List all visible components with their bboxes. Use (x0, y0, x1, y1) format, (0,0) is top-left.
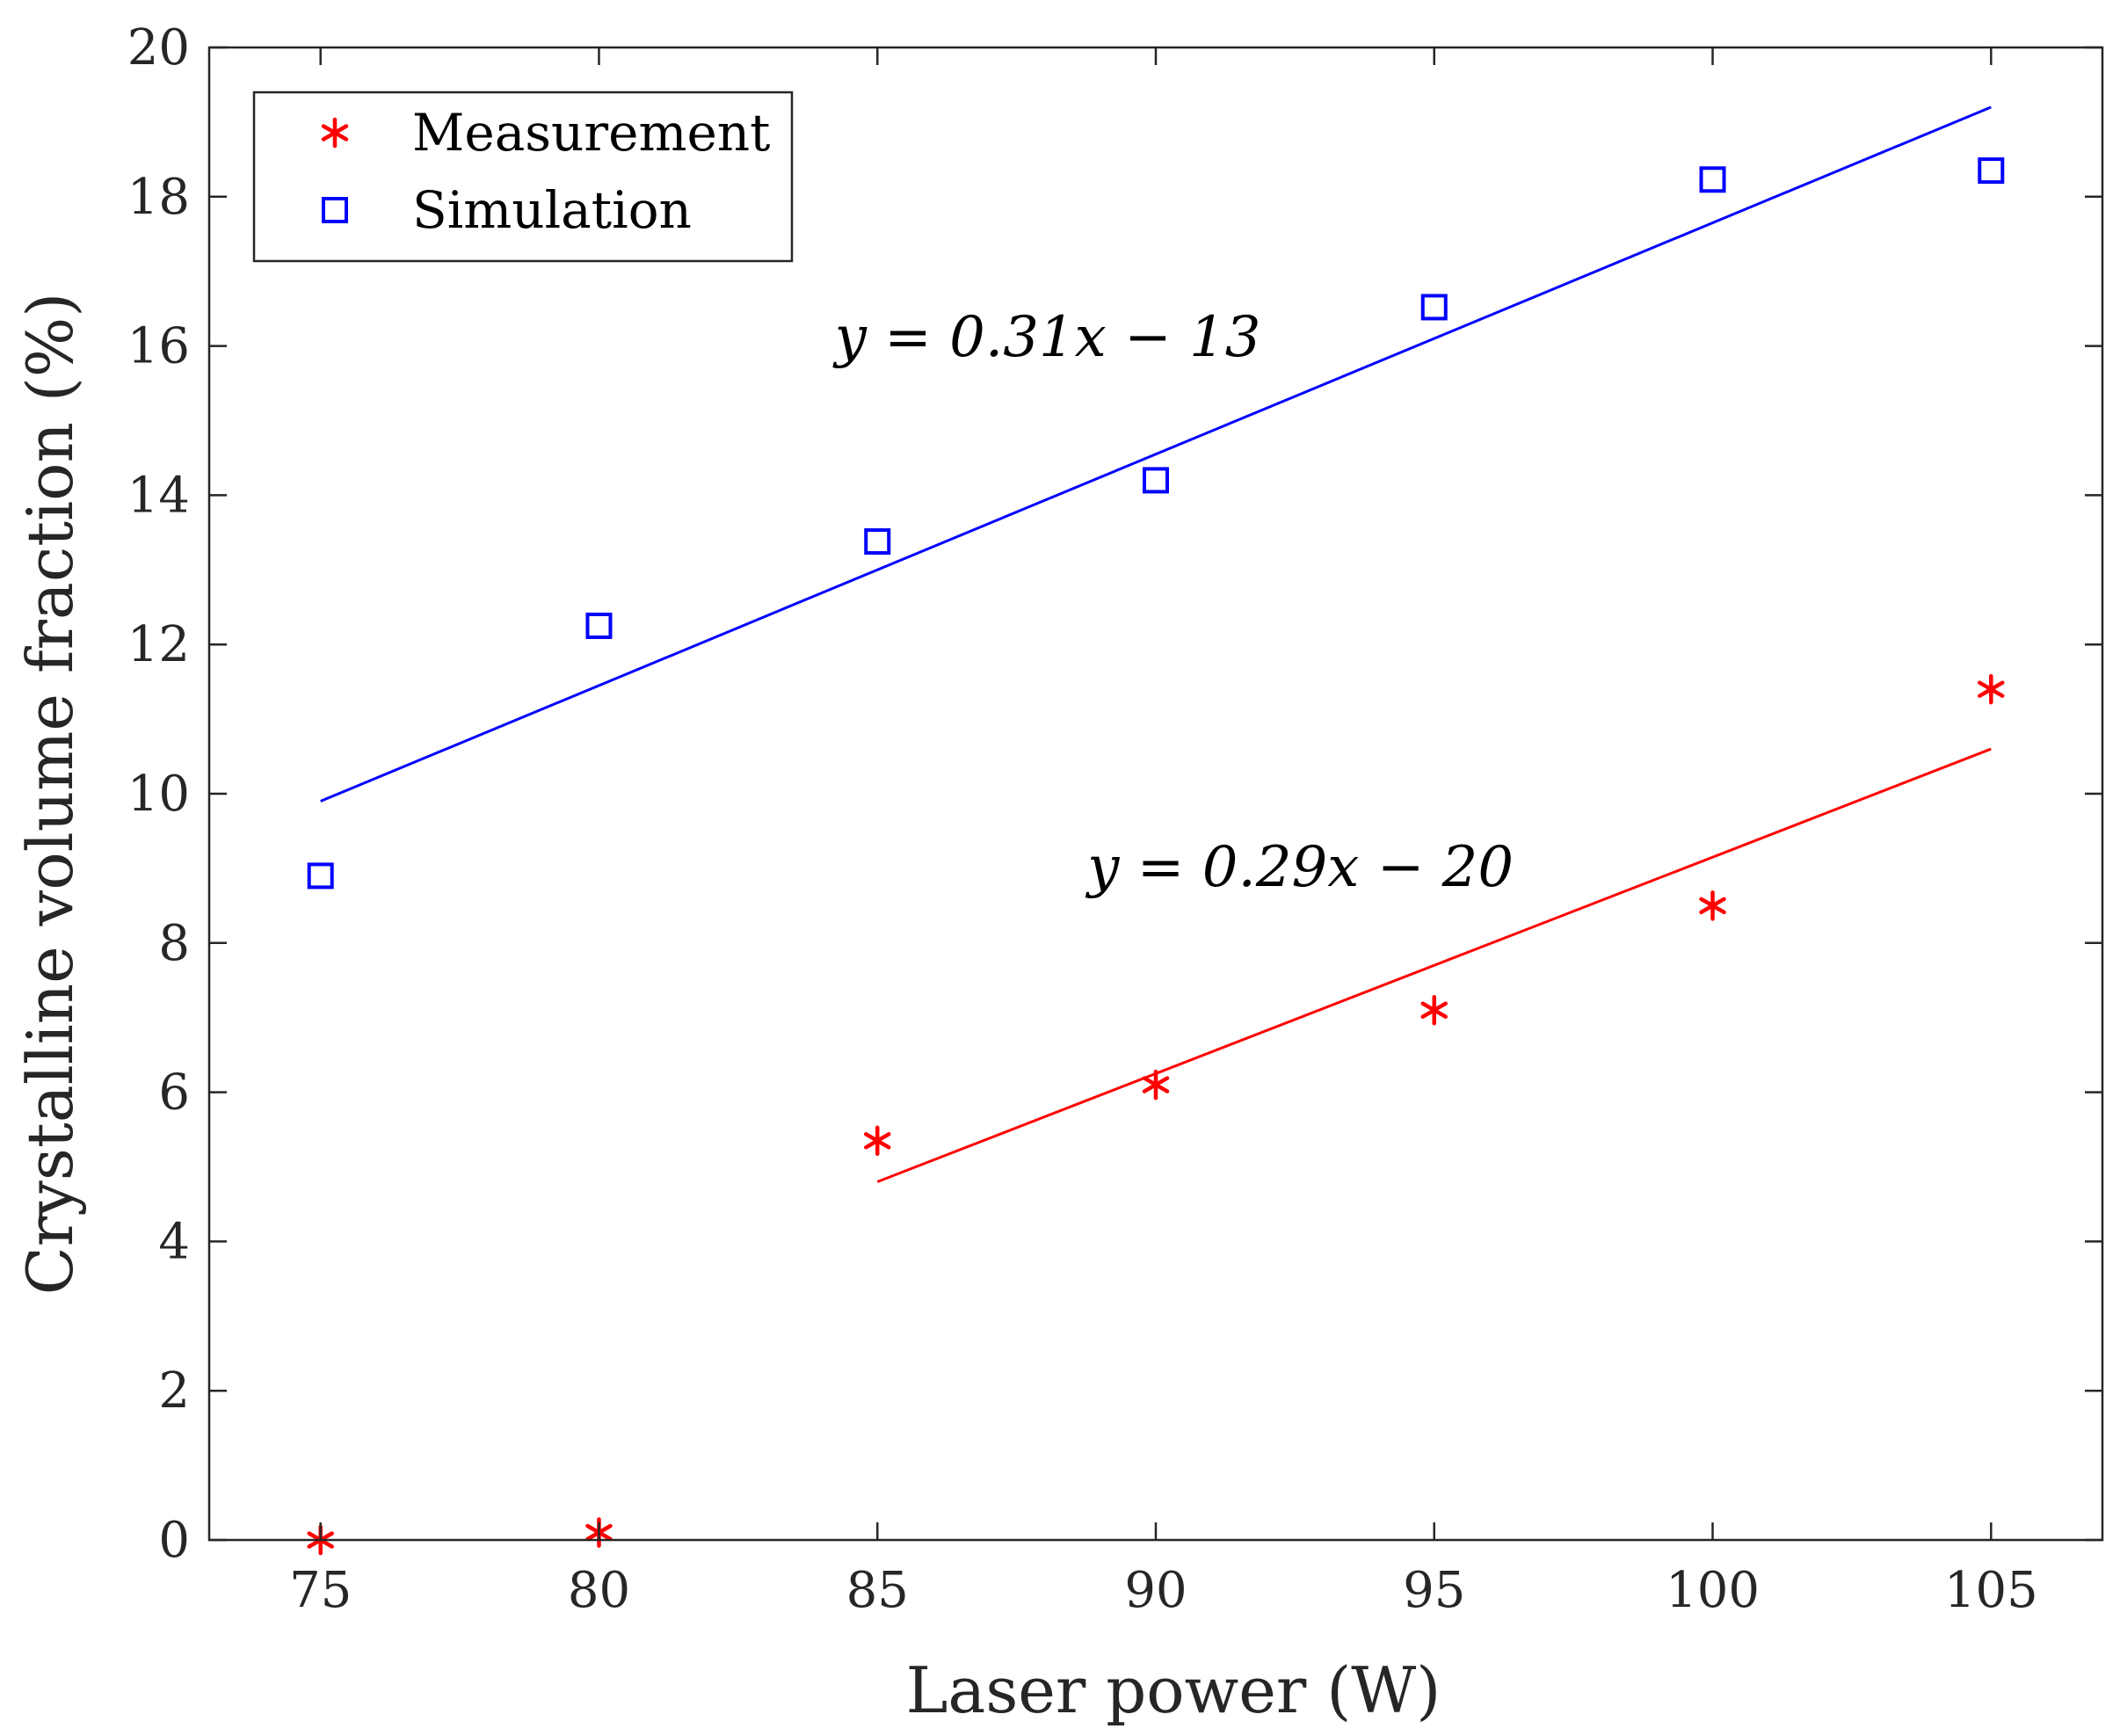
data-point-simulation (585, 612, 613, 639)
marker-stroke (863, 1132, 891, 1150)
fit-equation-measurement: y = 0.29x − 20 (1085, 835, 1514, 900)
y-tick-label: 18 (127, 169, 190, 226)
y-axis-label: Crystalline volume fraction (%) (13, 293, 87, 1296)
y-tick-label: 6 (158, 1064, 190, 1122)
marker-stroke (1420, 1001, 1448, 1019)
legend-label-simulation: Simulation (412, 180, 692, 240)
x-tick-label: 90 (1124, 1562, 1187, 1619)
data-point-measurement (1142, 1069, 1170, 1100)
data-point-simulation (1978, 157, 2005, 185)
y-tick-label: 2 (158, 1362, 190, 1420)
y-tick-label: 0 (158, 1512, 190, 1569)
marker-stroke (1699, 897, 1726, 915)
marker-stroke (321, 124, 349, 142)
data-point-measurement (1978, 673, 2005, 705)
y-tick-label: 4 (158, 1213, 190, 1270)
y-tick-label: 16 (127, 318, 190, 375)
data-point-measurement (863, 1125, 891, 1157)
data-point-measurement (1420, 994, 1448, 1026)
data-point-measurement (1699, 890, 1726, 921)
x-axis-label: Laser power (W) (906, 1653, 1441, 1727)
x-tick-label: 85 (846, 1562, 909, 1619)
x-tick-label: 95 (1403, 1562, 1465, 1619)
legend-marker-measurement (321, 117, 349, 149)
fit-line-measurement (876, 747, 1992, 1183)
marker-stroke (1978, 680, 2005, 698)
data-point-simulation (1699, 166, 1726, 193)
fit-line-simulation (320, 105, 1992, 803)
x-tick-label: 80 (568, 1562, 630, 1619)
legend-marker-simulation (322, 197, 348, 223)
data-point-simulation (864, 528, 891, 556)
axes: 75 80 85 90 95 100 105 0 2 4 6 8 10 12 14 16 18 20 Laser p… (13, 19, 2104, 1727)
data-point-simulation (307, 862, 334, 890)
fit-equation-simulation: y = 0.31x − 13 (832, 305, 1261, 370)
x-tick-label: 105 (1944, 1562, 2038, 1619)
plot-area: y = 0.29x − 20 y = 0.31x − 13 (307, 105, 2005, 1556)
data-point-simulation (1143, 467, 1169, 494)
marker-stroke (1142, 1076, 1170, 1093)
y-tick-label: 8 (158, 915, 190, 972)
x-tick-label: 100 (1666, 1562, 1760, 1619)
y-tick-label: 20 (127, 19, 190, 76)
legend: Measurement Simulation (252, 91, 794, 263)
y-tick-label: 14 (127, 467, 190, 524)
y-tick-label: 12 (127, 616, 190, 673)
legend-label-measurement: Measurement (412, 103, 770, 163)
x-tick-label: 75 (289, 1562, 352, 1619)
legend-box (252, 91, 794, 263)
y-tick-label: 10 (127, 766, 190, 823)
data-point-simulation (1420, 294, 1448, 321)
